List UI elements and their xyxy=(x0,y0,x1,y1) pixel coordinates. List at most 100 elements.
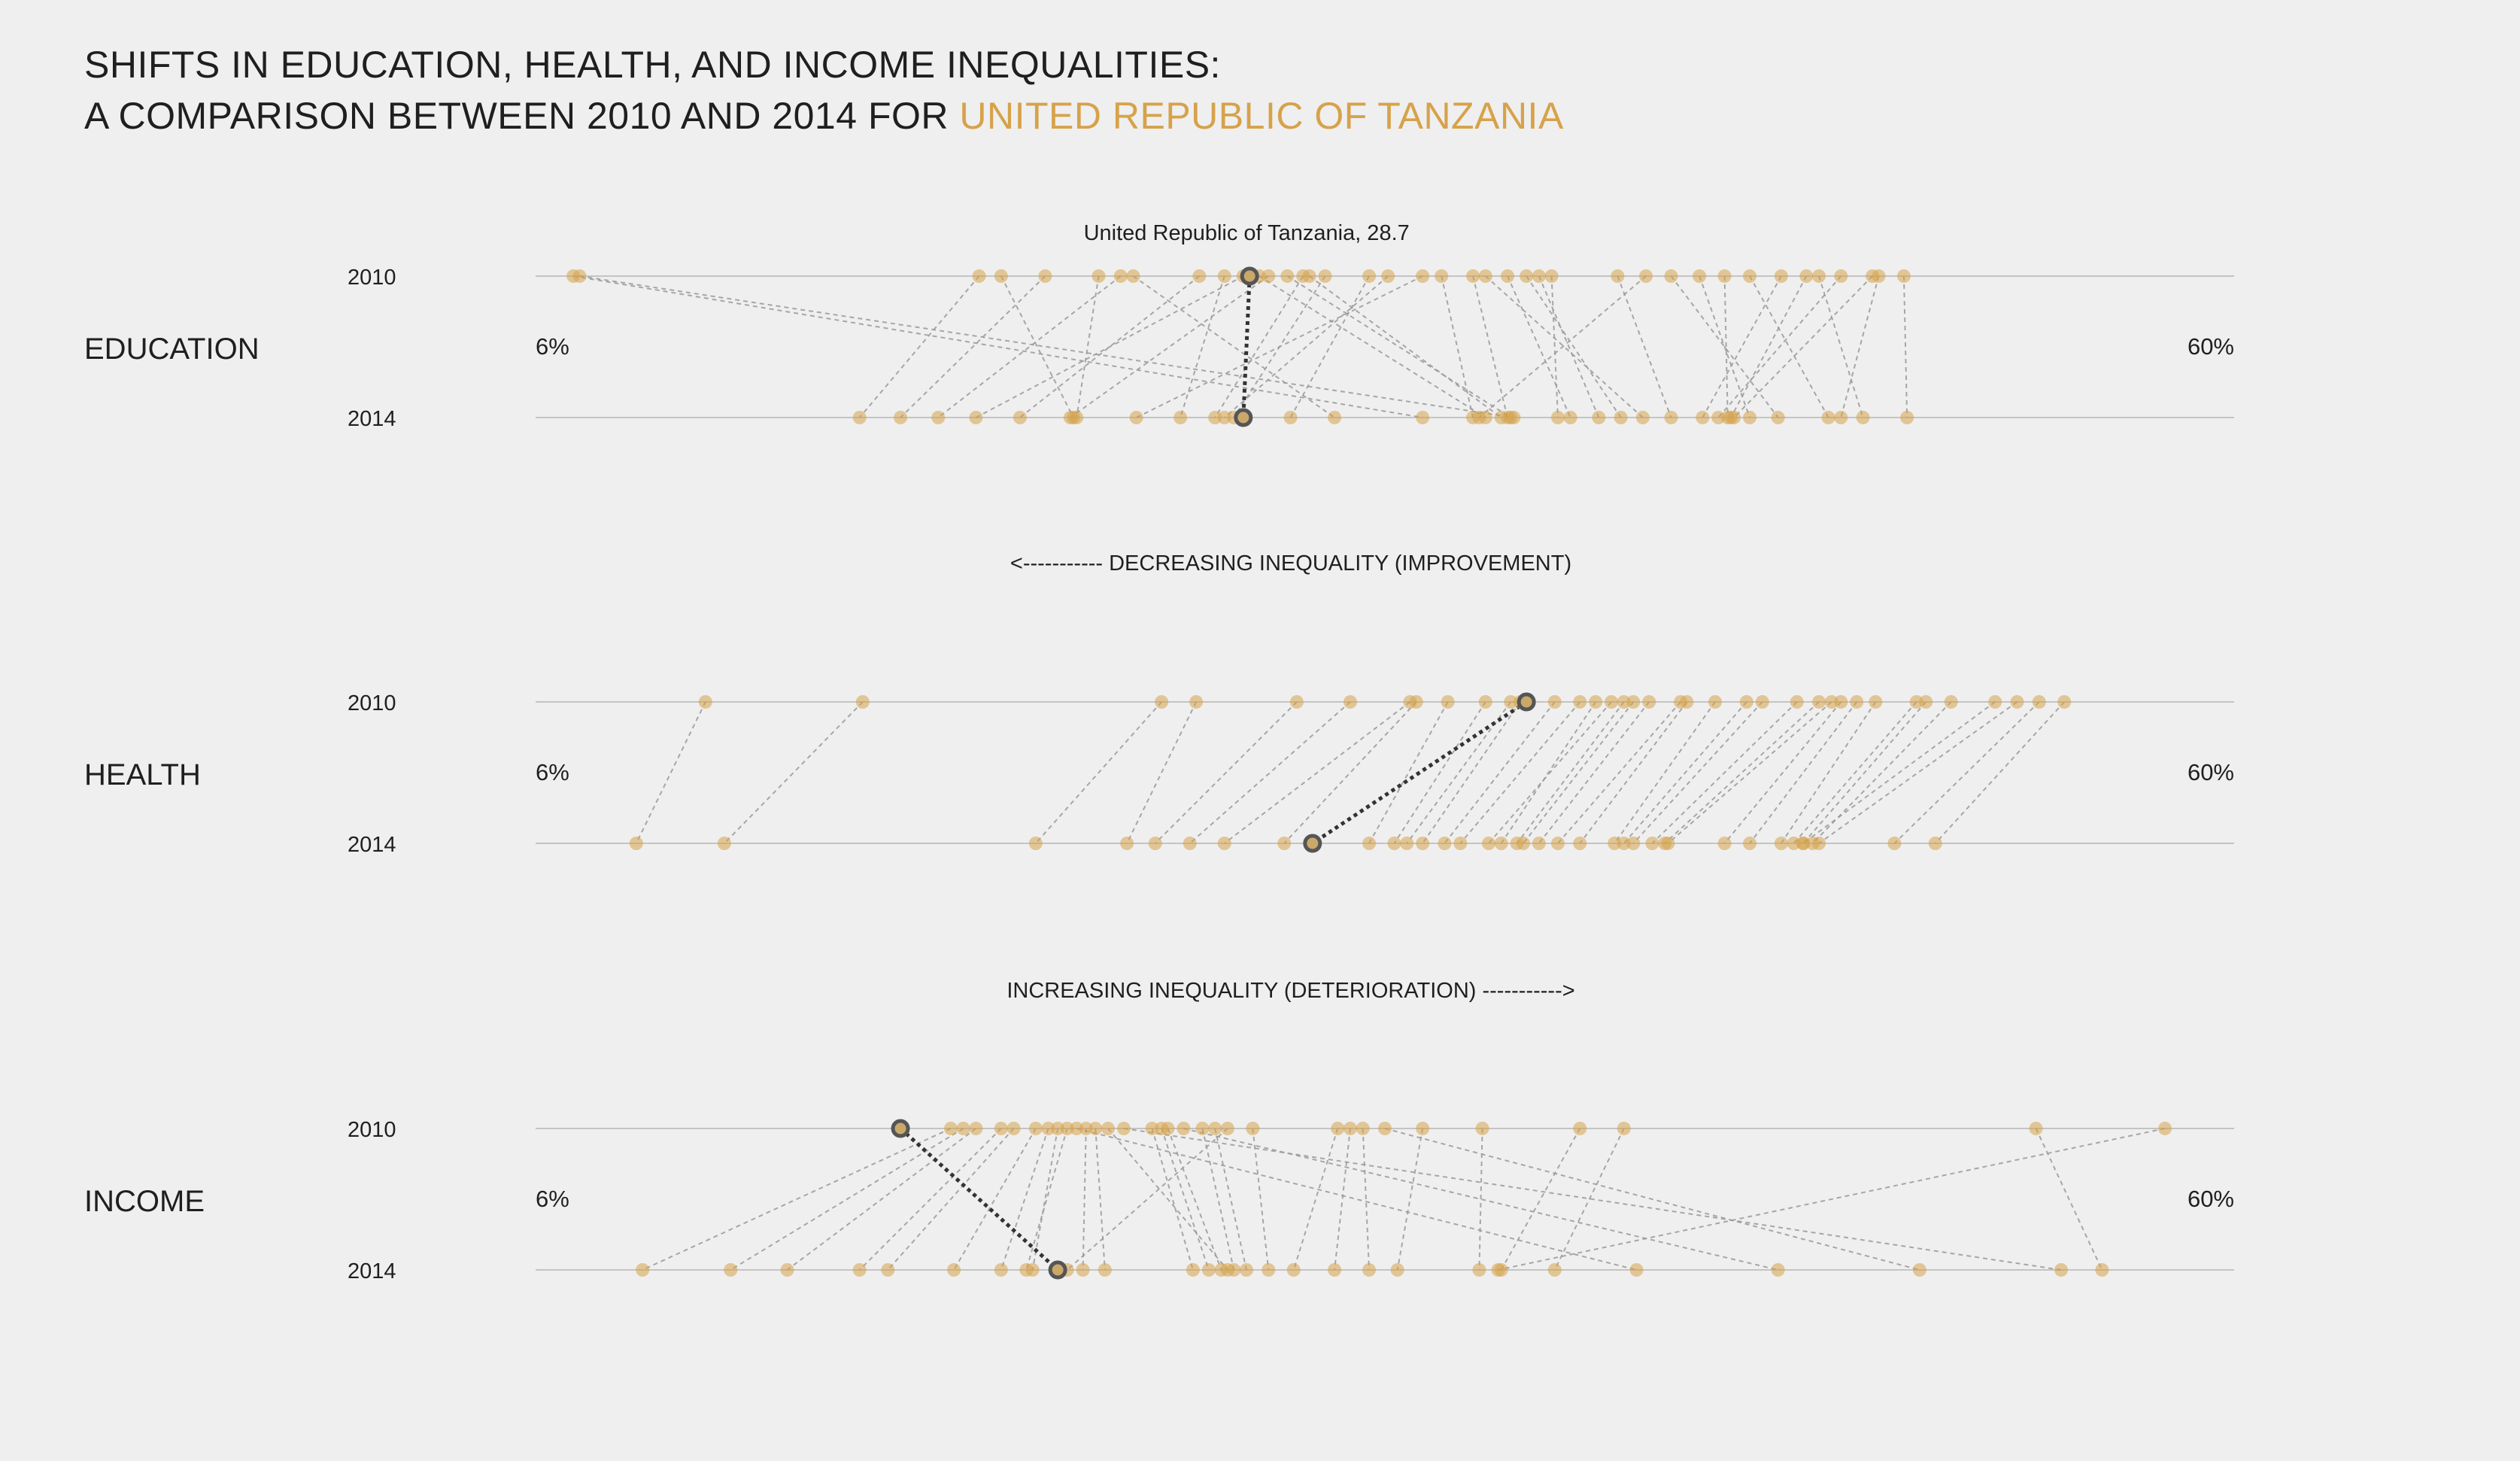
point-2010 xyxy=(972,269,986,283)
connector-line xyxy=(1699,275,1750,418)
point-2014 xyxy=(780,1263,794,1277)
connector-line xyxy=(1167,1128,1222,1271)
connector-line xyxy=(1067,1128,1228,1271)
year-label-2010: 2010 xyxy=(348,266,396,290)
point-2010 xyxy=(1824,695,1838,709)
point-2010 xyxy=(1041,1122,1055,1135)
connector-line xyxy=(1818,275,1864,418)
connector-line xyxy=(1224,275,1389,418)
point-2010 xyxy=(1626,695,1641,709)
annotation-decreasing: <----------- DECREASING INEQUALITY (IMPR… xyxy=(1010,551,1571,576)
connector-line xyxy=(1459,701,1581,844)
year-label-2014: 2014 xyxy=(348,1259,396,1283)
point-2014 xyxy=(1129,411,1143,424)
point-2014 xyxy=(1098,1263,1112,1277)
point-2010 xyxy=(1060,1122,1074,1135)
point-2014 xyxy=(1076,1263,1090,1277)
connector-line xyxy=(1730,275,1808,418)
point-2014 xyxy=(1438,837,1452,850)
highlight-point-2014 xyxy=(1303,834,1322,853)
connector-line xyxy=(1811,701,1952,844)
title-line-1: SHIFTS IN EDUCATION, HEALTH, AND INCOME … xyxy=(84,44,1221,86)
point-2014 xyxy=(1550,411,1565,424)
connector-line xyxy=(1082,1128,1087,1271)
connector-line xyxy=(1224,701,1411,844)
year-label-2010: 2010 xyxy=(348,691,396,715)
point-2014 xyxy=(1696,411,1710,424)
point-2014 xyxy=(1173,411,1188,424)
point-2010 xyxy=(956,1122,970,1135)
point-2014 xyxy=(1887,837,1902,850)
point-2010 xyxy=(1195,1122,1210,1135)
highlight-connector xyxy=(1241,275,1252,418)
point-2010 xyxy=(1617,695,1631,709)
point-2010 xyxy=(1126,269,1140,283)
axis-max-label: 60% xyxy=(2188,759,2234,785)
connector-line xyxy=(1025,1128,1068,1271)
point-2014 xyxy=(881,1263,895,1277)
point-2010 xyxy=(855,695,870,709)
point-2010 xyxy=(1220,1122,1234,1135)
point-2010 xyxy=(1262,269,1276,283)
point-2014 xyxy=(1629,1263,1644,1277)
point-2014 xyxy=(1494,837,1508,850)
connector-line xyxy=(1070,275,1269,418)
point-2014 xyxy=(1635,411,1650,424)
point-2014 xyxy=(717,837,731,850)
point-2014 xyxy=(1743,411,1757,424)
point-2014 xyxy=(636,1263,650,1277)
point-2014 xyxy=(1912,1263,1926,1277)
connector-line xyxy=(1702,275,1782,418)
connector-line xyxy=(1840,275,1880,418)
connector-line xyxy=(1500,1128,1581,1271)
connector-line xyxy=(1488,701,1612,844)
point-2010 xyxy=(1302,269,1316,283)
point-2010 xyxy=(1466,269,1480,283)
point-2014 xyxy=(1183,837,1197,850)
point-2010 xyxy=(1617,1122,1631,1135)
highlight-connector xyxy=(899,1127,1059,1271)
point-2014 xyxy=(1481,837,1495,850)
point-2010 xyxy=(1834,269,1848,283)
point-2010 xyxy=(1717,269,1732,283)
point-2010 xyxy=(1642,695,1656,709)
point-2014 xyxy=(1771,411,1785,424)
point-2014 xyxy=(1614,411,1628,424)
point-2010 xyxy=(1381,269,1395,283)
connector-line xyxy=(1749,701,1858,844)
connector-line xyxy=(1031,1128,1059,1271)
point-2010 xyxy=(994,269,1008,283)
point-2014 xyxy=(1774,837,1788,850)
point-2010 xyxy=(1573,1122,1587,1135)
title-line-2: A COMPARISON BETWEEN 2010 AND 2014 FOR U… xyxy=(84,90,1564,141)
connector-line xyxy=(1781,701,1877,844)
point-2014 xyxy=(1387,837,1401,850)
point-2014 xyxy=(1063,411,1077,424)
highlight-point-2014 xyxy=(1048,1260,1067,1280)
connector-line xyxy=(1749,275,1829,418)
connector-line xyxy=(1155,701,1298,844)
point-2010 xyxy=(1091,269,1106,283)
point-2014 xyxy=(1771,1263,1785,1277)
connector-line xyxy=(858,275,980,418)
highlight-connector xyxy=(1311,700,1528,846)
connector-line xyxy=(1664,701,1820,844)
point-2014 xyxy=(1787,837,1801,850)
axis-max-label: 60% xyxy=(2188,1186,2234,1212)
connector-line xyxy=(1802,701,1996,844)
point-2010 xyxy=(1680,695,1694,709)
point-2014 xyxy=(1711,411,1726,424)
point-2010 xyxy=(1331,1122,1345,1135)
connector-line xyxy=(1526,275,1622,418)
connector-line xyxy=(724,701,864,844)
connector-line xyxy=(1189,701,1351,844)
point-2010 xyxy=(1343,695,1358,709)
axis-min-label: 6% xyxy=(536,333,569,360)
point-2010 xyxy=(1834,695,1848,709)
point-2014 xyxy=(1120,837,1134,850)
point-2010 xyxy=(1416,269,1430,283)
connector-line xyxy=(1614,701,1716,844)
point-2010 xyxy=(1504,695,1518,709)
point-2014 xyxy=(1453,837,1468,850)
point-2010 xyxy=(572,269,587,283)
